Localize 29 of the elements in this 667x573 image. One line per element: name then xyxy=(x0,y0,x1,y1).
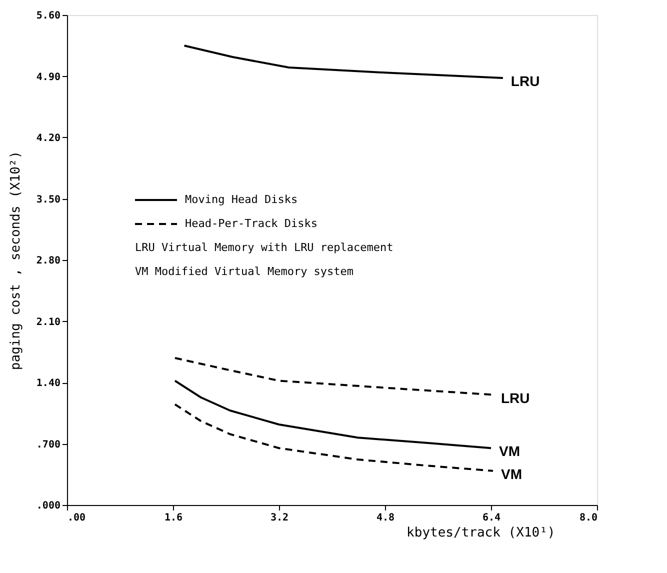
y-tick-label: 4.90 xyxy=(36,72,60,83)
y-tick-label: 4.20 xyxy=(36,133,60,144)
y-tick-label: 1.40 xyxy=(36,378,60,389)
y-axis-title: paging cost , seconds (X10²) xyxy=(8,150,24,370)
y-tick-label: 5.60 xyxy=(36,10,60,22)
series-label: LRU xyxy=(500,390,530,406)
y-tick-label: .000 xyxy=(36,500,60,512)
series-label: LRU xyxy=(510,73,540,89)
x-tick-label: .00 xyxy=(68,512,86,524)
line-series xyxy=(174,357,494,396)
line-series xyxy=(174,403,494,472)
line-series xyxy=(183,44,504,79)
x-tick-label: 8.0 xyxy=(579,512,598,524)
annotation: LRU Virtual Memory with LRU replacement xyxy=(135,241,394,254)
annotation: Head-Per-Track Disks xyxy=(185,217,318,230)
x-tick-label: 6.4 xyxy=(482,512,501,524)
x-tick-label: 3.2 xyxy=(270,512,289,524)
y-tick-label: 2.10 xyxy=(36,316,60,328)
x-axis-title: kbytes/track (X10¹) xyxy=(406,526,556,540)
x-tick-label: 4.8 xyxy=(376,512,395,524)
x-tick-label: 1.6 xyxy=(164,512,183,524)
annotation: VM Modified Virtual Memory system xyxy=(135,265,354,278)
y-tick-label: .700 xyxy=(36,439,60,450)
y-tick-label: 3.50 xyxy=(36,194,60,206)
series-label: VM xyxy=(500,466,522,482)
y-tick-label: 2.80 xyxy=(36,256,60,266)
series-label: VM xyxy=(499,443,520,460)
line-series xyxy=(174,380,492,450)
annotation: Moving Head Disks xyxy=(185,193,298,206)
